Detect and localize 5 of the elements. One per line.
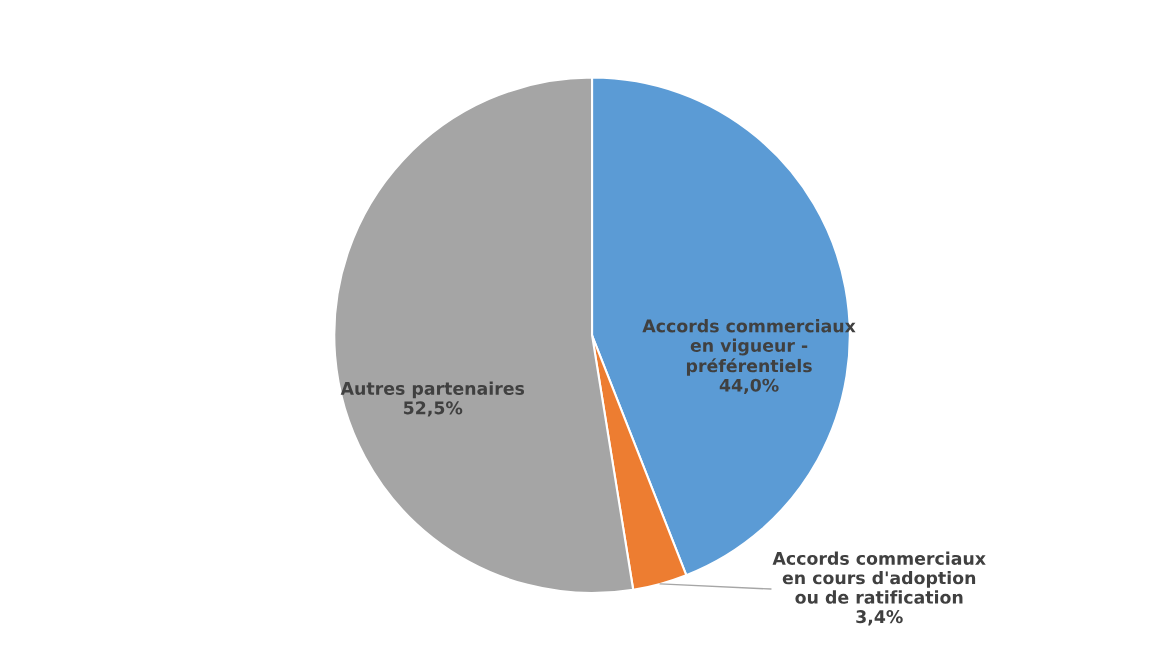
data-label: 44,0% [719,378,779,394]
slice-label: Accords commerciaux en cours d'adoption ou de ratification [772,551,986,604]
data-label: 52,5% [403,401,463,417]
slice-label: Autres partenaires [340,381,525,399]
data-label: 3,4% [856,610,903,626]
